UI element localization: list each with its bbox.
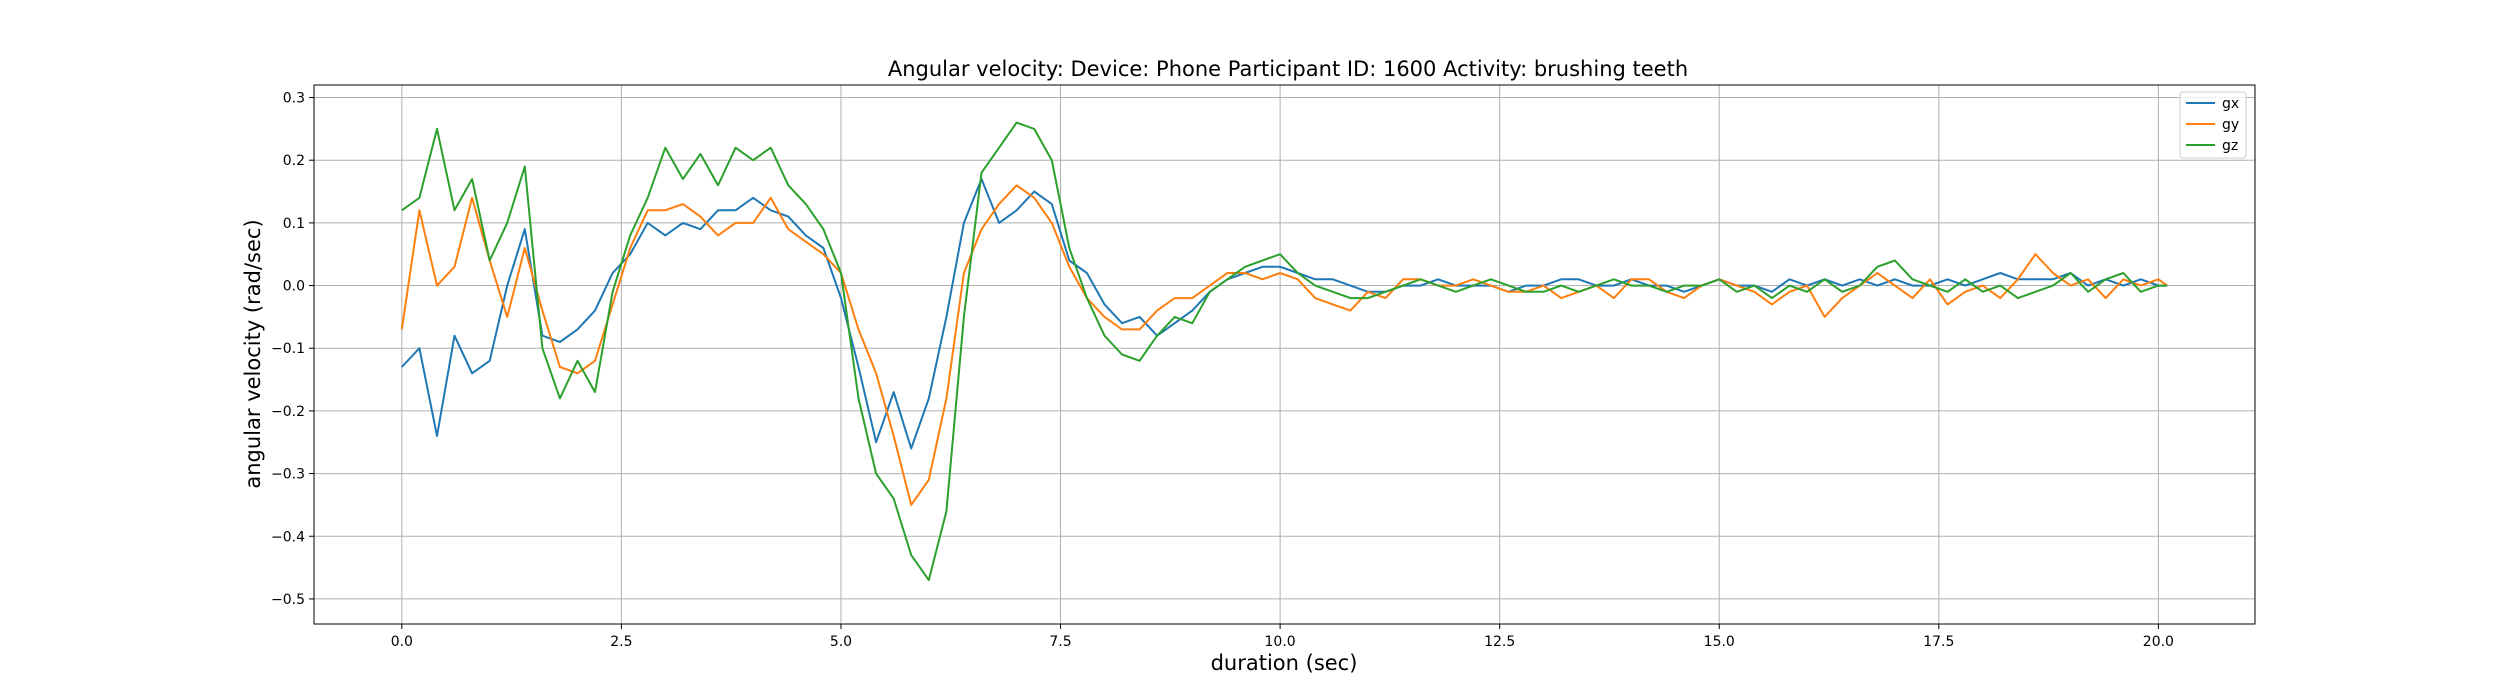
y-tick-label: −0.4 — [271, 529, 305, 545]
plot-frame — [313, 84, 2256, 625]
y-tick-label: −0.1 — [271, 341, 305, 357]
y-axis-label: angular velocity (rad/sec) — [241, 219, 265, 488]
chart-title: Angular velocity: Device: Phone Particip… — [888, 57, 1688, 81]
y-tick-label: −0.3 — [271, 467, 305, 483]
y-tick-label: 0.2 — [283, 153, 305, 169]
x-tick-label: 7.5 — [1049, 634, 1071, 650]
x-tick-label: 10.0 — [1265, 634, 1296, 650]
legend-label-gx: gx — [2222, 96, 2239, 112]
x-axis-label: duration (sec) — [1211, 651, 1358, 675]
legend: gx gy gz — [2179, 91, 2247, 159]
series-line-gy — [400, 184, 2168, 506]
x-tick-label: 12.5 — [1484, 634, 1515, 650]
axis-ticks: 0.0 2.5 5.0 7.5 10.0 12.5 15.0 17.5 20.0 0.3 0.2 0.… — [271, 91, 2174, 650]
x-tick-label: 15.0 — [1704, 634, 1735, 650]
series-line-gx — [401, 178, 2168, 450]
y-tick-label: 0.1 — [283, 216, 305, 232]
x-tick-label: 0.0 — [391, 634, 413, 650]
y-tick-label: −0.5 — [271, 592, 305, 608]
x-tick-label: 2.5 — [610, 634, 632, 650]
series-line-gz — [401, 121, 2168, 582]
x-tick-label: 17.5 — [1923, 634, 1954, 650]
y-tick-label: 0.0 — [283, 279, 305, 295]
x-tick-label: 20.0 — [2143, 634, 2174, 650]
legend-label-gy: gy — [2222, 117, 2239, 133]
y-tick-label: 0.3 — [283, 91, 305, 107]
y-tick-label: −0.2 — [271, 404, 305, 420]
x-tick-label: 5.0 — [830, 634, 852, 650]
data-series — [400, 121, 2168, 582]
legend-label-gz: gz — [2222, 138, 2238, 154]
